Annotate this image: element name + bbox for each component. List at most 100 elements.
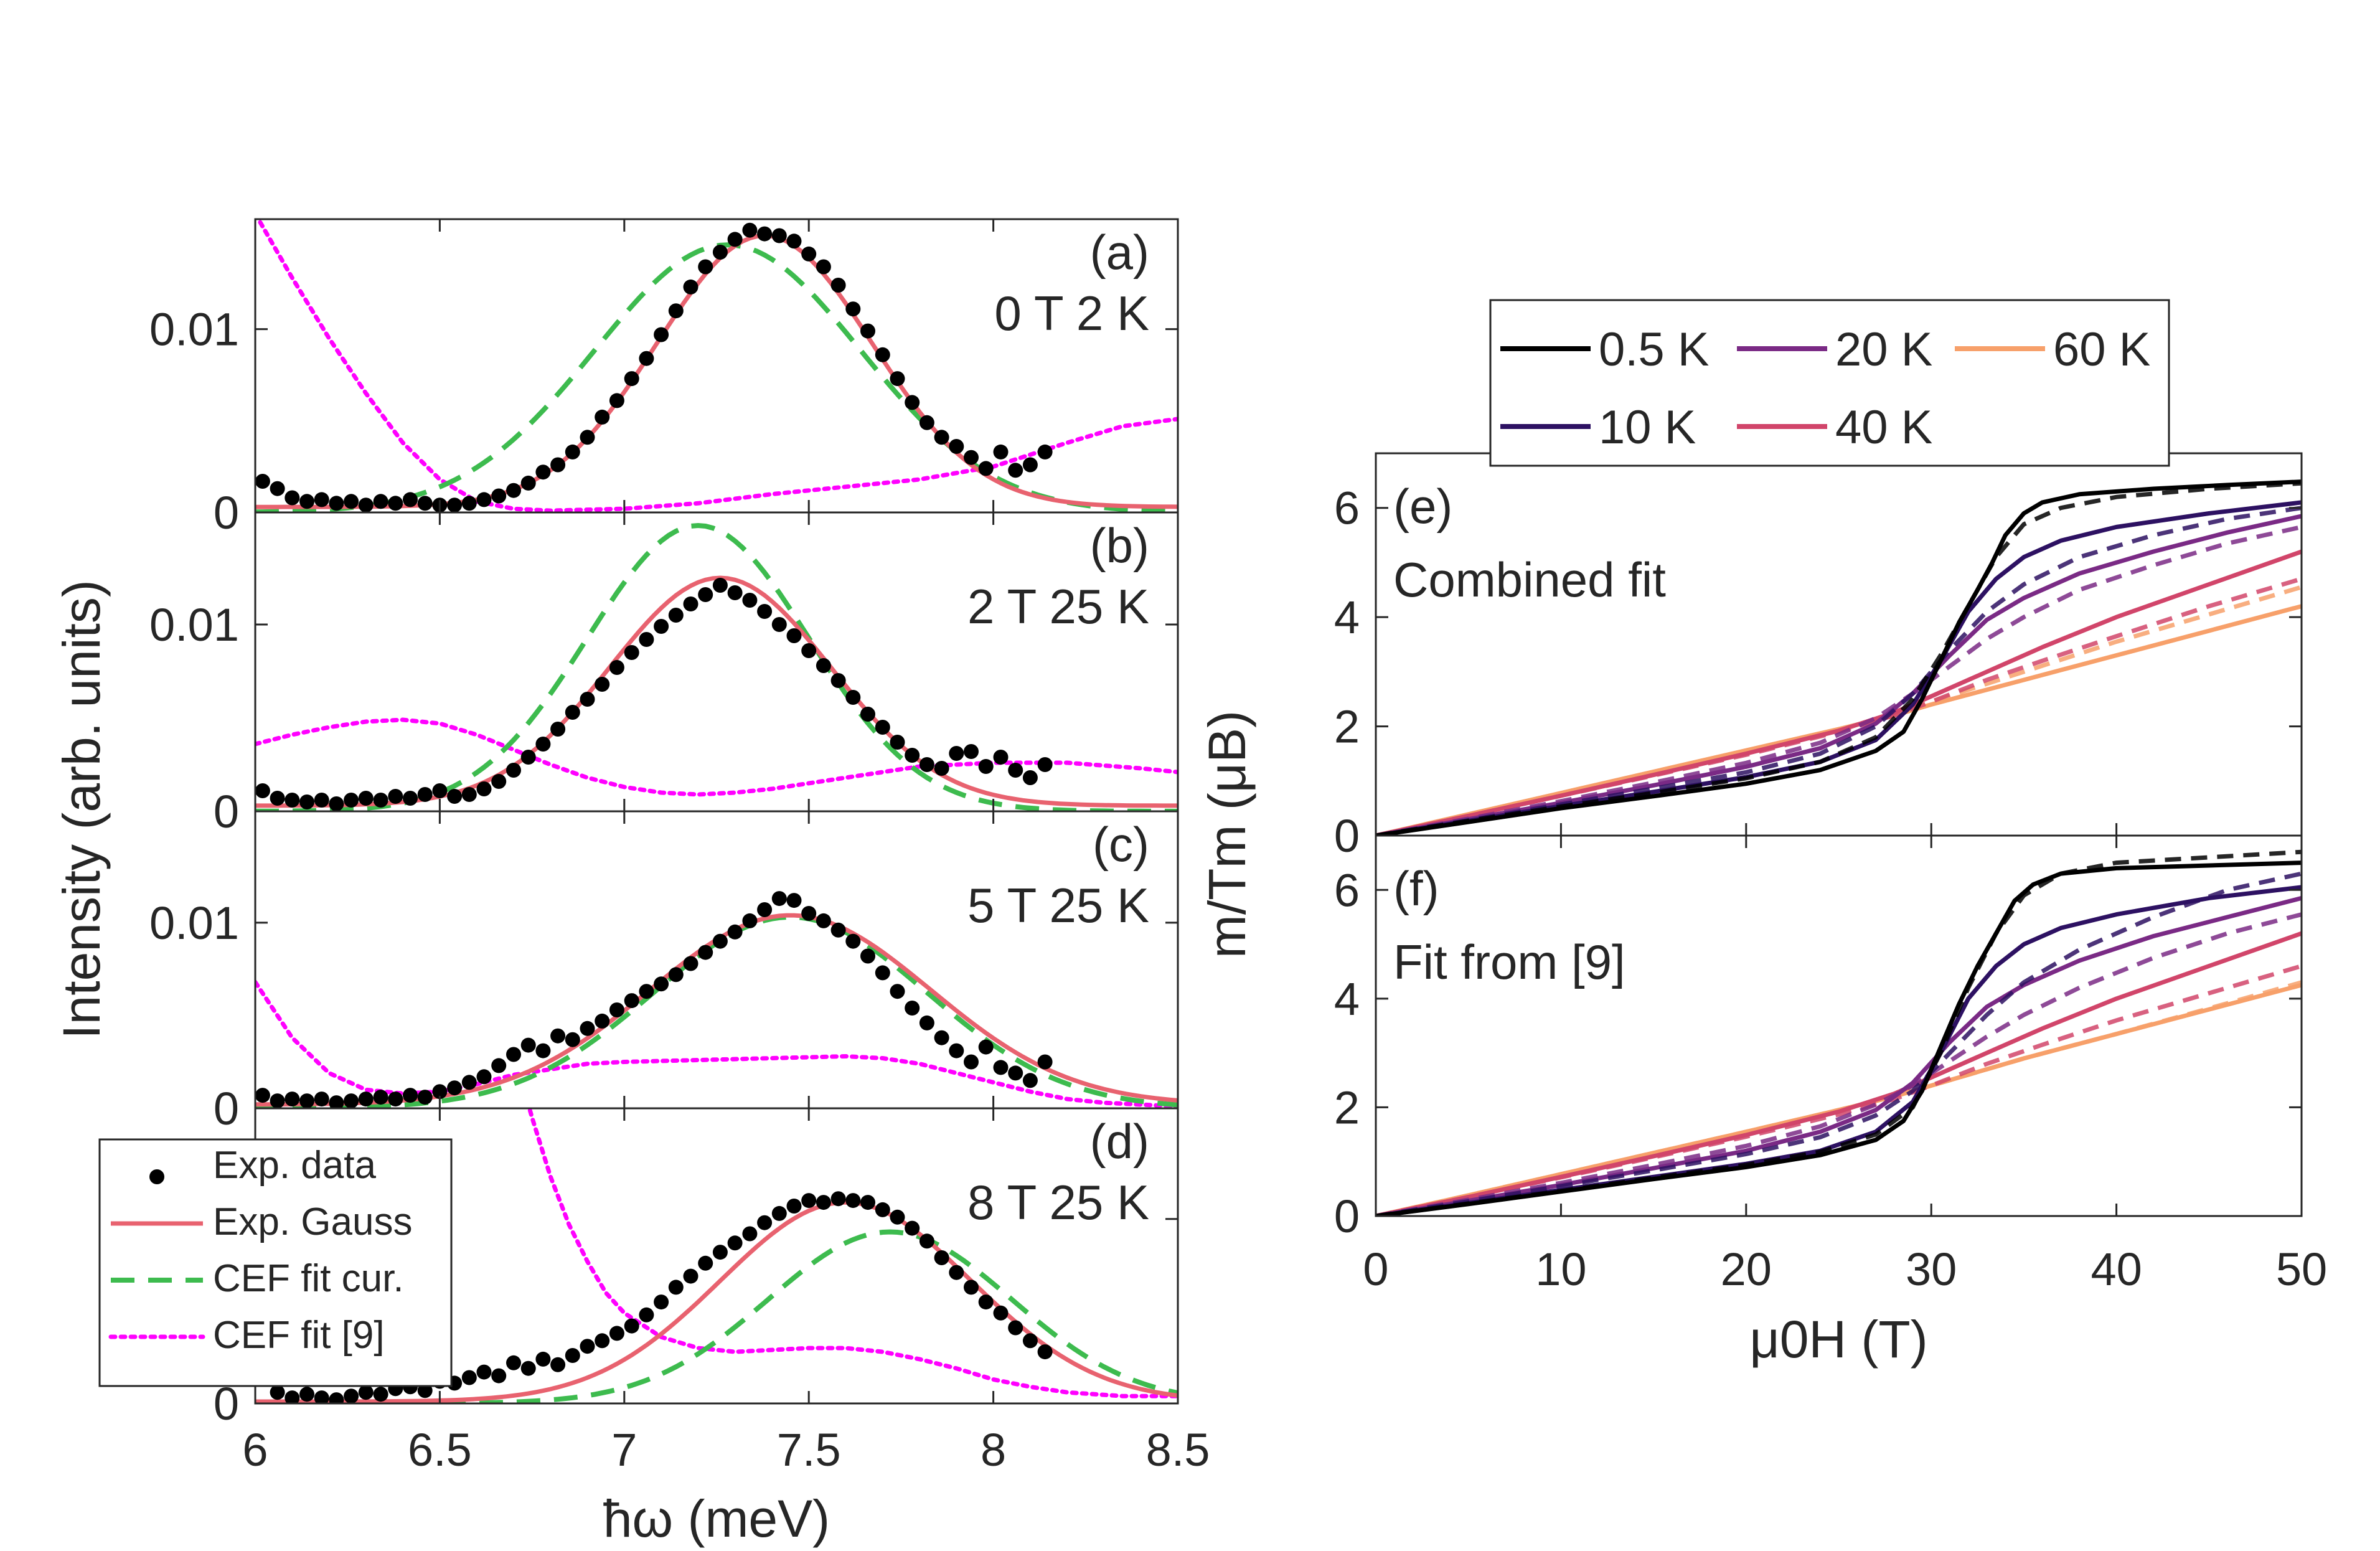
data-point xyxy=(432,1084,448,1100)
data-point xyxy=(801,246,817,262)
data-point xyxy=(403,1088,418,1103)
legend-label: 40 K xyxy=(1835,401,1932,454)
data-point xyxy=(344,1388,359,1403)
data-point xyxy=(978,759,994,774)
data-point xyxy=(329,796,344,811)
data-point xyxy=(993,750,1009,765)
data-point xyxy=(580,1339,595,1354)
data-point xyxy=(285,1390,300,1403)
data-point xyxy=(816,658,831,673)
condition-label: 2 T 25 K xyxy=(967,579,1149,634)
data-point xyxy=(993,444,1009,460)
legend-label: CEF fit [9] xyxy=(213,1314,385,1357)
data-point xyxy=(905,748,920,763)
data-point xyxy=(506,1355,521,1370)
panel-label: (f) xyxy=(1393,861,1439,916)
cef-fit-ref-line xyxy=(527,1108,1178,1398)
data-point xyxy=(830,673,846,688)
data-point xyxy=(461,1075,477,1090)
data-point xyxy=(639,632,654,647)
data-point xyxy=(1037,444,1053,460)
data-point xyxy=(654,976,669,992)
data-point xyxy=(358,497,374,512)
data-point xyxy=(830,1191,846,1207)
x-tick-label: 6 xyxy=(242,1424,268,1476)
data-point xyxy=(949,1043,964,1058)
data-point xyxy=(520,750,536,765)
data-point xyxy=(654,327,669,342)
series-05K-exp xyxy=(1376,860,2302,1216)
data-point xyxy=(890,1209,905,1225)
data-point xyxy=(860,707,875,722)
panel-label: (c) xyxy=(1093,817,1149,872)
series-60K-exp xyxy=(1376,604,2302,836)
data-point xyxy=(727,585,743,600)
data-point xyxy=(919,757,934,772)
data-point xyxy=(299,794,314,809)
data-point xyxy=(801,1193,817,1209)
data-point xyxy=(742,1226,758,1242)
data-point xyxy=(373,1387,388,1402)
data-point xyxy=(535,1043,551,1058)
data-point xyxy=(757,226,773,242)
x-tick-label: 30 xyxy=(1906,1243,1957,1295)
data-point xyxy=(461,496,477,511)
panel-b: 0 0.01 (b) 2 T 25 K xyxy=(149,511,1179,837)
data-point xyxy=(654,619,669,634)
data-point xyxy=(624,993,639,1009)
data-point xyxy=(565,444,580,460)
legend-label: Exp. data xyxy=(213,1144,376,1187)
data-point xyxy=(1037,757,1053,772)
data-point xyxy=(609,1002,624,1017)
data-point xyxy=(609,393,624,408)
data-point xyxy=(771,228,787,243)
data-point xyxy=(757,902,773,917)
panel-c: 0 0.01 (c) 5 T 25 K xyxy=(149,810,1179,1134)
data-point xyxy=(1037,1054,1053,1070)
data-point xyxy=(712,578,728,593)
data-point xyxy=(476,492,492,507)
series-40K-calc xyxy=(1376,577,2302,836)
data-point xyxy=(949,439,964,454)
data-point xyxy=(742,913,758,928)
data-point xyxy=(890,984,905,999)
data-point xyxy=(476,1069,492,1085)
data-point xyxy=(712,245,728,260)
data-point xyxy=(550,1357,566,1372)
data-point xyxy=(712,1245,728,1260)
data-point xyxy=(668,1280,684,1295)
x-tick-label: 0 xyxy=(1363,1243,1388,1295)
data-point xyxy=(417,496,433,511)
data-point xyxy=(595,1333,610,1349)
data-point xyxy=(624,371,639,387)
data-point xyxy=(1008,763,1023,778)
data-point xyxy=(506,483,521,498)
condition-label: 5 T 25 K xyxy=(967,878,1149,933)
data-point xyxy=(344,1093,359,1108)
data-point xyxy=(845,933,861,949)
spectra-stack: 0 0.01 (a) 0 T 2 K 0 0.01 (b) 2 T 25 K 0 0.01 (c) 5… xyxy=(52,218,1210,1548)
data-point xyxy=(535,464,551,480)
data-point xyxy=(845,1193,861,1209)
data-point xyxy=(285,1091,300,1107)
data-point xyxy=(344,494,359,509)
data-point xyxy=(447,497,463,512)
data-point xyxy=(860,1195,875,1210)
series-60K-calc xyxy=(1376,585,2302,836)
data-point xyxy=(432,783,448,798)
x-axis-label: ħω (meV) xyxy=(603,1489,830,1548)
data-point xyxy=(964,1054,979,1070)
y-tick-label: 0 xyxy=(214,786,239,837)
magnetization-stack: 0 2 4 6 (e) Combined fit 0 2 4 6 (f) Fit from [9] 0 1… xyxy=(1198,299,2327,1369)
data-point xyxy=(816,1195,831,1210)
data-point xyxy=(890,371,905,387)
legend: Exp. data Exp. Gauss CEF fit cur. CEF fit [… xyxy=(98,1138,453,1387)
data-point xyxy=(875,1202,890,1217)
data-point xyxy=(1008,1320,1023,1336)
data-point xyxy=(344,793,359,808)
data-point xyxy=(550,722,566,737)
data-point xyxy=(639,351,654,366)
data-point xyxy=(1022,1333,1038,1349)
data-point xyxy=(520,475,536,491)
